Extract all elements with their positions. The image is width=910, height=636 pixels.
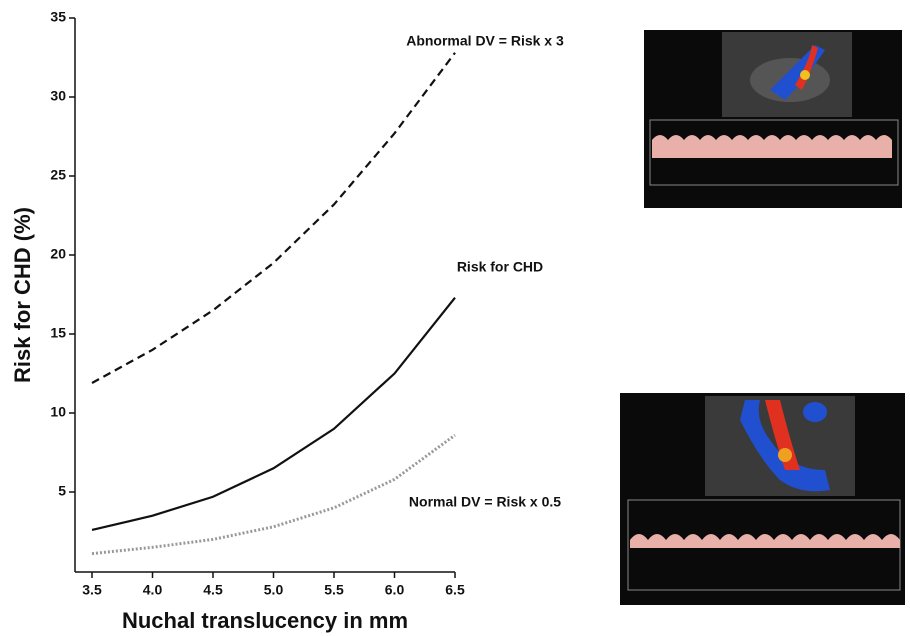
ultrasound-image-bottom (620, 393, 905, 605)
x-tick-label: 5.0 (264, 582, 284, 598)
y-tick-label: 25 (50, 167, 66, 183)
series-line (92, 298, 455, 530)
ultrasound-image-top (644, 30, 902, 208)
series-line (92, 53, 455, 383)
y-tick-label: 15 (50, 325, 66, 341)
x-tick-label: 3.5 (82, 582, 102, 598)
y-axis-title: Risk for CHD (%) (10, 207, 35, 383)
series-label: Risk for CHD (457, 259, 543, 275)
y-tick-label: 5 (58, 483, 66, 499)
y-tick-label: 35 (50, 9, 66, 25)
x-tick-label: 4.0 (143, 582, 163, 598)
x-tick-label: 4.5 (203, 582, 223, 598)
series-label: Abnormal DV = Risk x 3 (406, 33, 564, 49)
x-tick-label: 6.5 (445, 582, 465, 598)
y-tick-label: 30 (50, 88, 66, 104)
series-label: Normal DV = Risk x 0.5 (409, 494, 561, 510)
y-tick-label: 10 (50, 404, 66, 420)
y-tick-label: 20 (50, 246, 66, 262)
series-line (92, 435, 455, 554)
x-tick-label: 6.0 (385, 582, 405, 598)
chart: Nuchal translucency in mm Risk for CHD (… (0, 0, 910, 636)
x-axis-title: Nuchal translucency in mm (122, 608, 408, 633)
x-tick-label: 5.5 (324, 582, 344, 598)
page: {"chart_data": {"type": "line", "x_label… (0, 0, 910, 636)
